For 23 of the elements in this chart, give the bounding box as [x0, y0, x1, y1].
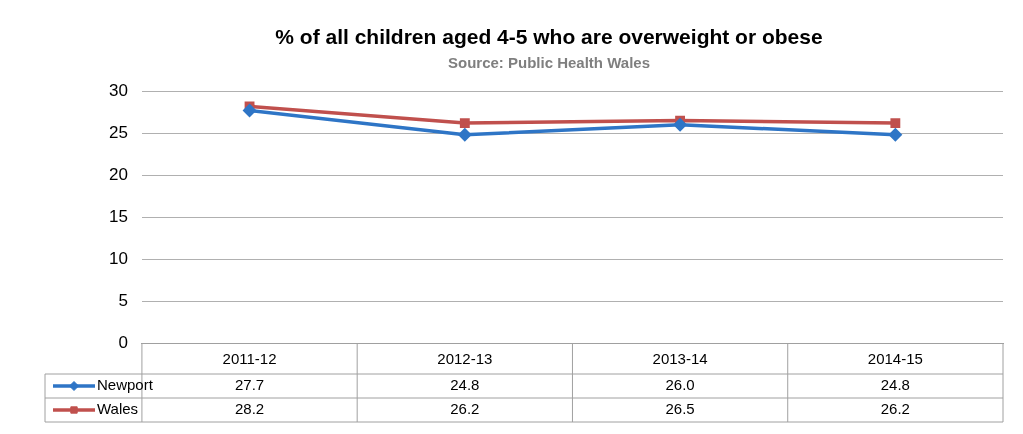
x-tick-label: 2013-14 [652, 350, 708, 368]
y-tick-label: 15 [108, 206, 128, 226]
data-label: 26.2 [880, 400, 910, 418]
chart-subtitle: Source: Public Health Wales [448, 54, 650, 72]
y-tick-label: 20 [108, 164, 128, 184]
data-label: 26.5 [665, 400, 695, 418]
x-tick-label: 2011-12 [222, 350, 277, 368]
data-label: 26.0 [665, 376, 695, 394]
chart-title: % of all children aged 4-5 who are overweight or obese [275, 25, 823, 49]
data-label: 28.2 [234, 400, 265, 418]
y-tick-label: 30 [108, 80, 128, 100]
data-label: 24.8 [880, 376, 910, 394]
data-label: 27.7 [234, 376, 265, 394]
y-tick-label: 5 [118, 290, 128, 310]
data-label: 24.8 [450, 376, 480, 394]
x-tick-label: 2012-13 [437, 350, 493, 368]
data-label: 26.2 [450, 400, 480, 418]
legend-label: Wales [97, 400, 139, 418]
y-tick-label: 10 [108, 248, 128, 268]
x-tick-label: 2014-15 [867, 350, 923, 368]
y-tick-label: 0 [118, 332, 128, 352]
legend-label: Newport [97, 376, 154, 394]
y-tick-label: 25 [108, 122, 128, 142]
